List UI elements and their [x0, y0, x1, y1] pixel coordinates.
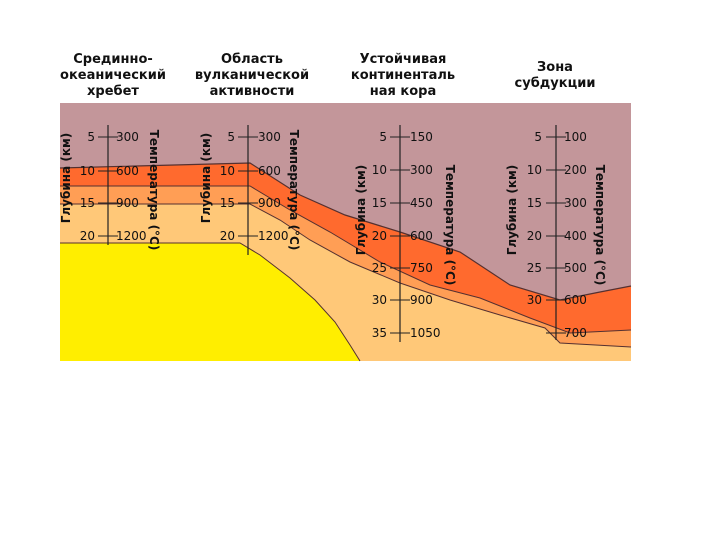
ridge-temp-1200: 1200	[116, 229, 147, 243]
subduction-depth-10: 10	[527, 163, 542, 177]
boundary-line-top	[59, 162, 632, 301]
ticks-subduction	[546, 136, 566, 334]
continental-depth-10: 10	[372, 163, 387, 177]
ridge-depth-5: 5	[87, 130, 95, 144]
subduction-depth-5: 5	[534, 130, 542, 144]
ticks-ridge	[98, 136, 118, 237]
continental-depth-30: 30	[372, 293, 387, 307]
header-continental: Устойчивая континенталь ная кора	[350, 52, 456, 99]
subduction-depth-25: 25	[527, 261, 542, 275]
header-volcanic: Область вулканической активности	[194, 52, 310, 99]
subduction-temp-600: 600	[564, 293, 587, 307]
header-subduction: Зона субдукции	[514, 60, 596, 91]
subduction-temp-300: 300	[564, 196, 587, 210]
continental-depth-15: 15	[372, 196, 387, 210]
ridge-depth-title: Глубина (км)	[59, 133, 73, 224]
continental-depth-title: Глубина (км)	[354, 165, 368, 256]
subduction-temp-400: 400	[564, 229, 587, 243]
subduction-temp-500: 500	[564, 261, 587, 275]
ridge-temperature-title: Температура (°С)	[147, 130, 161, 251]
ridge-depth-10: 10	[80, 164, 95, 178]
volcanic-depth-title: Глубина (км)	[199, 133, 213, 224]
continental-temp-150: 150	[410, 130, 433, 144]
ridge-temp-600: 600	[116, 164, 139, 178]
volcanic-depth-15: 15	[220, 196, 235, 210]
subduction-depth-30: 30	[527, 293, 542, 307]
continental-depth-20: 20	[372, 229, 387, 243]
ridge-depth-20: 20	[80, 229, 95, 243]
volcanic-depth-20: 20	[220, 229, 235, 243]
volcanic-temperature-title: Температура (°С)	[287, 130, 301, 251]
subduction-temp-100: 100	[564, 130, 587, 144]
ridge-temp-300: 300	[116, 130, 139, 144]
ridge-temp-900: 900	[116, 196, 139, 210]
ticks-continental	[390, 136, 410, 334]
boundary-line-magma	[60, 242, 361, 362]
volcanic-temp-300: 300	[258, 130, 281, 144]
subduction-depth-15: 15	[527, 196, 542, 210]
boundary-line-mid	[60, 185, 632, 334]
continental-temp-900: 900	[410, 293, 433, 307]
continental-temp-1050: 1050	[410, 326, 441, 340]
volcanic-depth-5: 5	[227, 130, 235, 144]
subduction-depth-title: Глубина (км)	[505, 165, 519, 256]
continental-temp-300: 300	[410, 163, 433, 177]
volcanic-temp-900: 900	[258, 196, 281, 210]
subduction-temperature-title: Температура (°С)	[593, 165, 607, 286]
continental-depth-5: 5	[379, 130, 387, 144]
continental-depth-35: 35	[372, 326, 387, 340]
continental-depth-25: 25	[372, 261, 387, 275]
subduction-depth-20: 20	[527, 229, 542, 243]
volcanic-temp-1200: 1200	[258, 229, 289, 243]
subduction-temp-200: 200	[564, 163, 587, 177]
header-ridge: Срединно- океанический хребет	[60, 52, 166, 99]
subduction-temp-700: 700	[564, 326, 587, 340]
volcanic-temp-600: 600	[258, 164, 281, 178]
volcanic-depth-10: 10	[220, 164, 235, 178]
continental-temp-450: 450	[410, 196, 433, 210]
layer-yellow-magma	[60, 243, 360, 361]
ticks-volcanic	[238, 136, 258, 237]
continental-temperature-title: Температура (°С)	[443, 165, 457, 286]
continental-temp-600: 600	[410, 229, 433, 243]
ridge-depth-15: 15	[80, 196, 95, 210]
continental-temp-750: 750	[410, 261, 433, 275]
